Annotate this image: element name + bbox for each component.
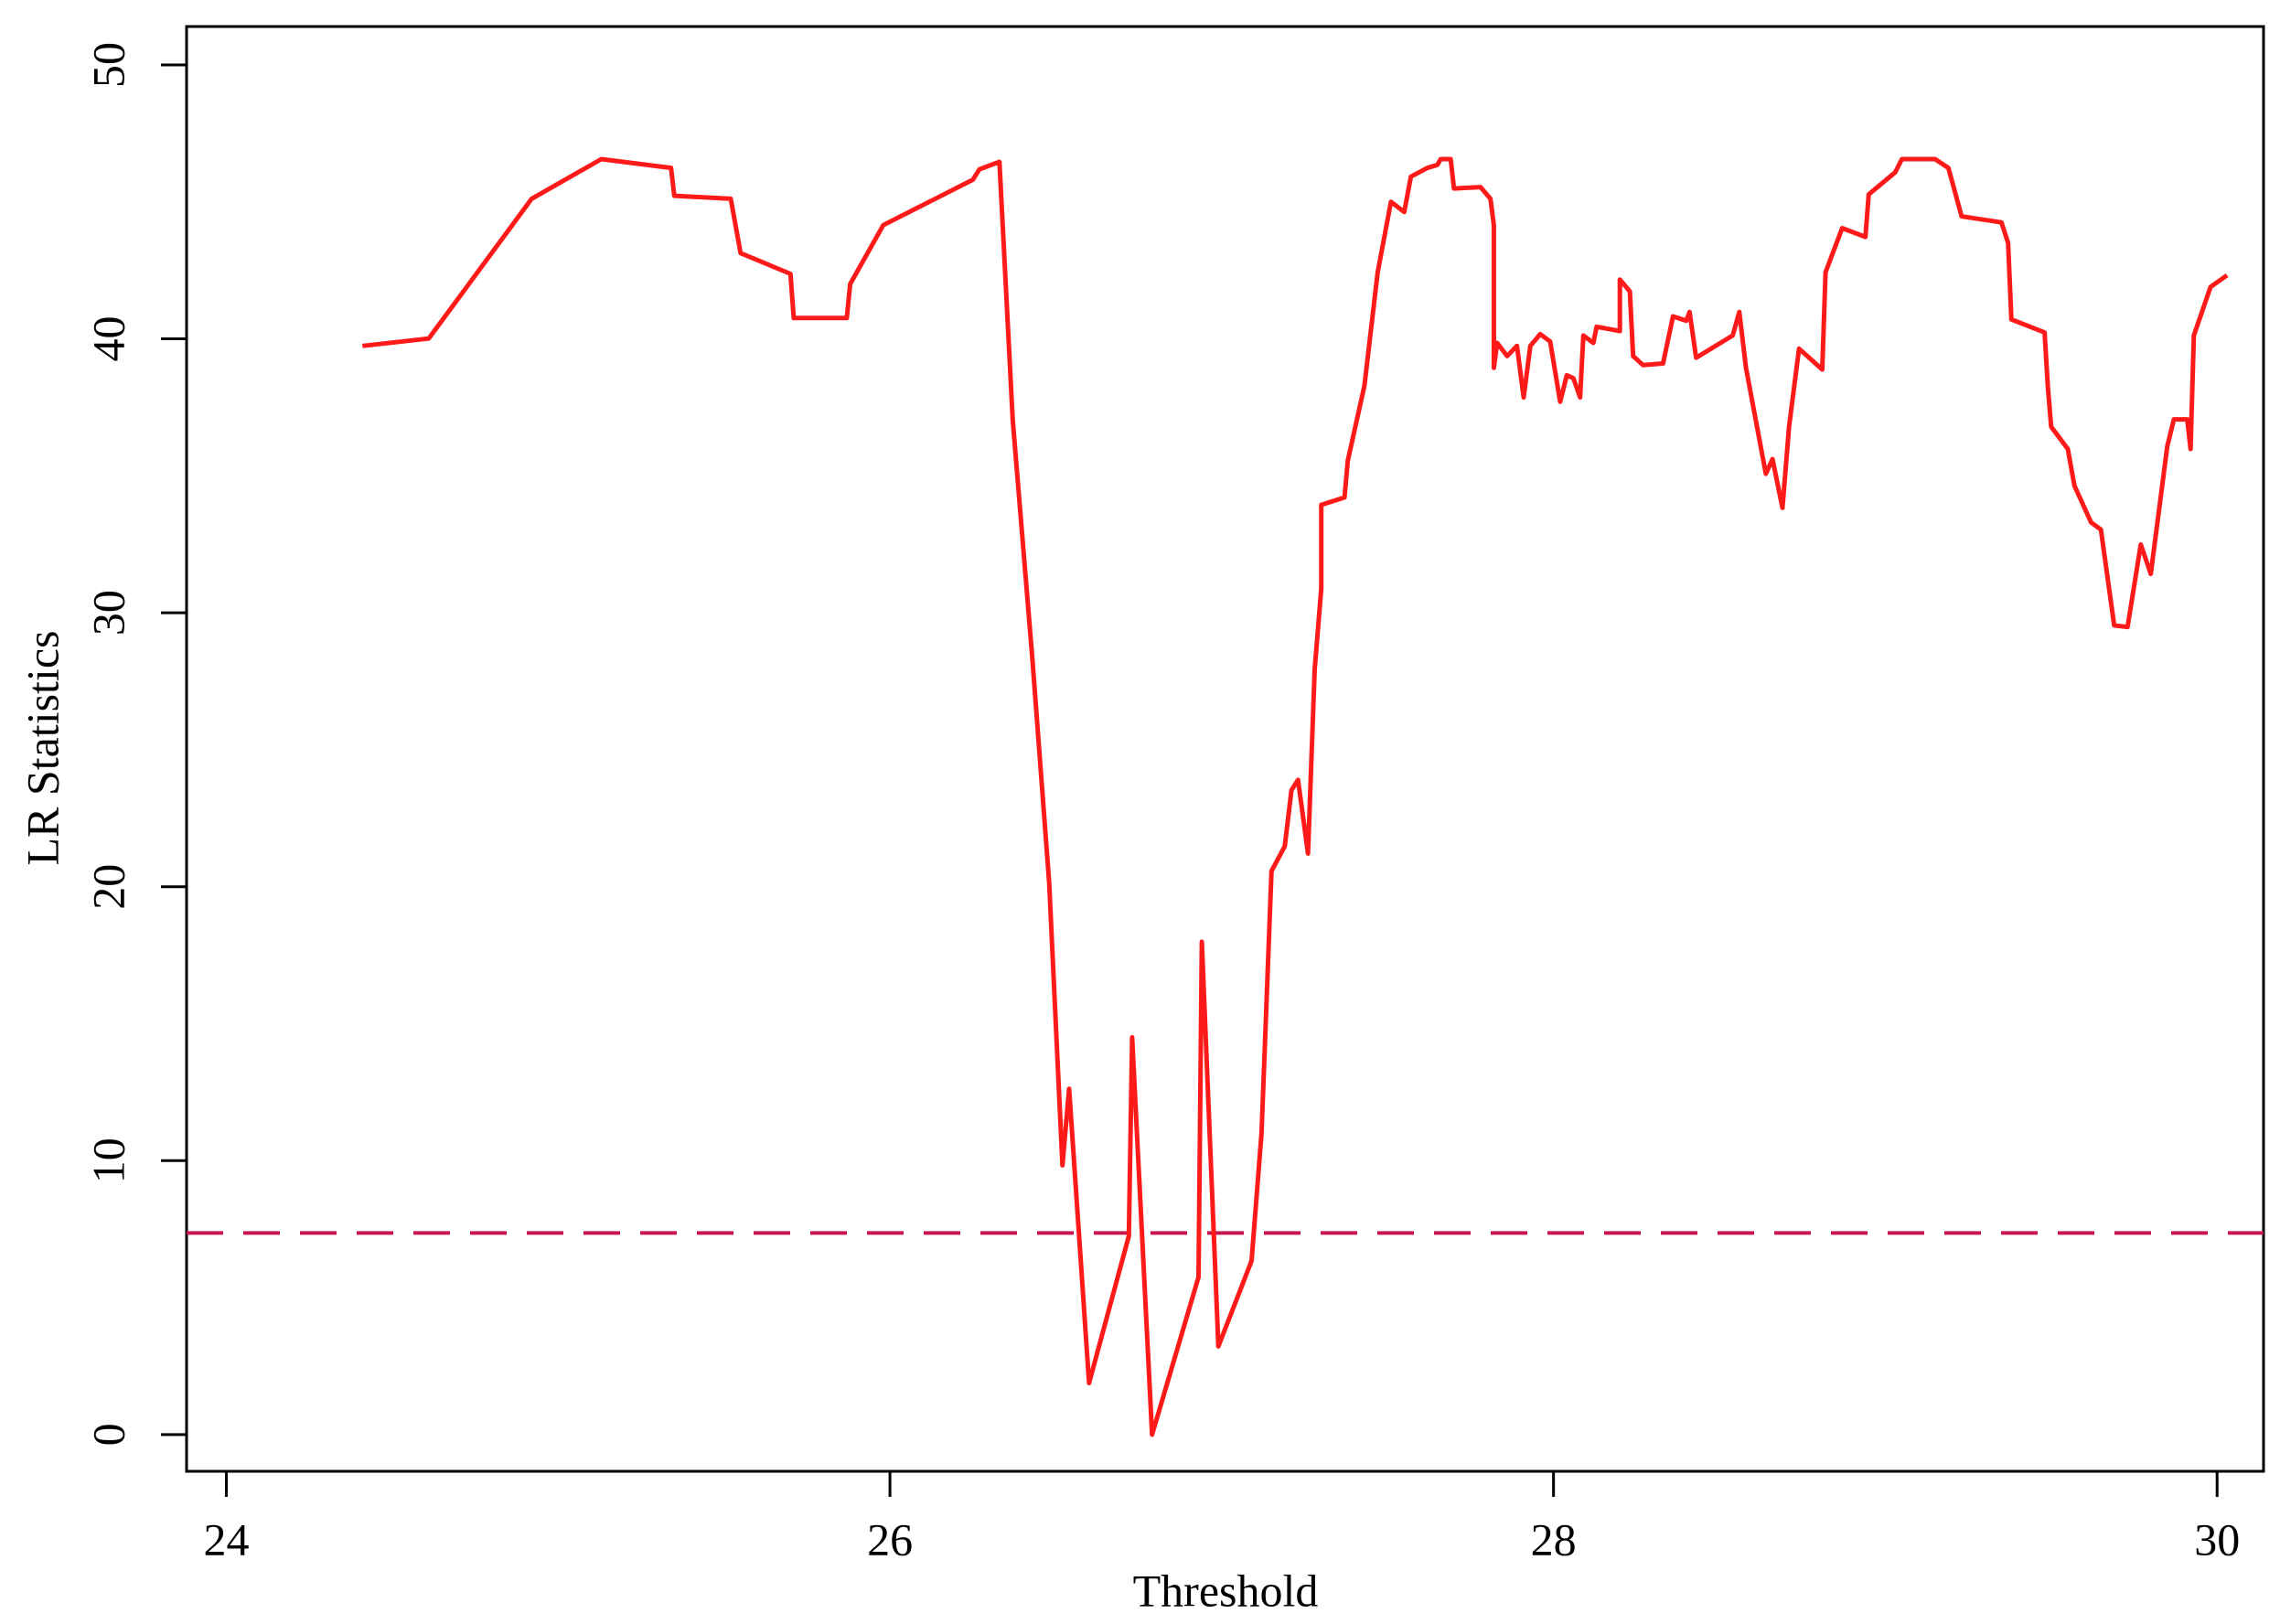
y-tick-label: 50: [82, 42, 134, 88]
x-tick-label: 24: [204, 1513, 250, 1565]
x-axis-label: Threshold: [1133, 1565, 1319, 1616]
x-tick-label: 28: [1531, 1513, 1577, 1565]
y-tick-label: 40: [82, 316, 134, 362]
y-tick-label: 30: [82, 590, 134, 636]
y-tick-label: 10: [82, 1138, 134, 1183]
y-axis-label: LR Statistics: [16, 631, 68, 866]
data-line: [362, 156, 2229, 1437]
y-tick-label: 20: [82, 864, 134, 910]
x-tick-label: 26: [867, 1513, 913, 1565]
y-tick-label: 0: [82, 1423, 134, 1446]
x-tick-label: 30: [2194, 1513, 2240, 1565]
